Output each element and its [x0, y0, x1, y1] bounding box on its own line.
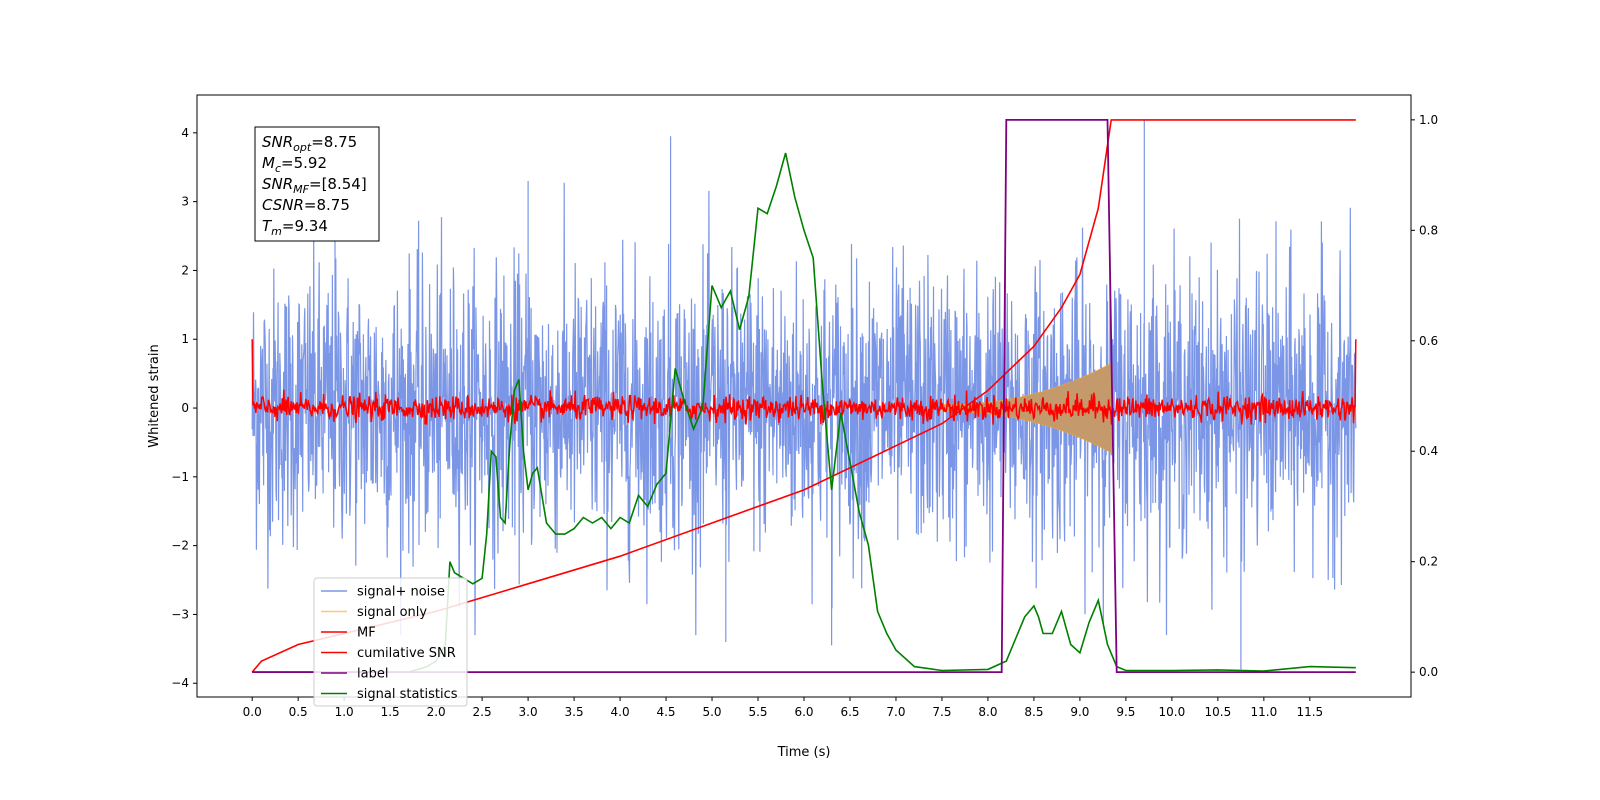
x-tick-label: 5.0: [702, 705, 721, 719]
legend-entry: signal statistics: [357, 687, 458, 702]
y-axis-label: Whitened strain: [147, 344, 162, 447]
x-axis: 0.0 0.5 1.0 1.5 2.0 2.5 3.0 3.5 4.0 4.5 5.0 5.5 6.0 6…: [243, 697, 1323, 719]
x-tick-label: 2.5: [473, 705, 492, 719]
x-axis-label: Time (s): [777, 745, 831, 760]
y2-tick-label: 1.0: [1419, 113, 1438, 127]
x-tick-label: 3.5: [565, 705, 584, 719]
annotation-line: SNRMF=[8.54]: [262, 175, 367, 196]
x-tick-label: 7.0: [886, 705, 905, 719]
x-tick-label: 8.0: [978, 705, 997, 719]
x-tick-label: 3.0: [519, 705, 538, 719]
x-tick-label: 9.5: [1116, 705, 1135, 719]
legend-entry: signal only: [357, 605, 427, 620]
x-tick-label: 4.5: [656, 705, 675, 719]
y-tick-label: 2: [181, 263, 189, 277]
y-axis-right: 1.0 0.8 0.6 0.4 0.2 0.0: [1411, 113, 1438, 679]
x-tick-label: 4.0: [611, 705, 630, 719]
y-tick-label: 3: [181, 195, 189, 209]
annotation-frame: [254, 126, 380, 242]
x-tick-label: 11.5: [1296, 705, 1323, 719]
y-tick-label: 4: [181, 126, 189, 140]
annotation-line: SNRopt=8.75: [262, 133, 357, 154]
annotation-line: Mc=5.92: [262, 154, 327, 175]
annotation-line: Tm=9.34: [262, 217, 328, 238]
x-tick-label: 8.5: [1024, 705, 1043, 719]
y2-tick-label: 0.2: [1419, 555, 1438, 569]
y-tick-label: 0: [181, 401, 189, 415]
x-tick-label: 0.5: [289, 705, 308, 719]
y2-tick-label: 0.0: [1419, 665, 1438, 679]
series-signal-statistics: [252, 152, 1356, 673]
x-tick-label: 1.0: [335, 705, 354, 719]
y-tick-label: −4: [171, 676, 189, 690]
series-mf: [251, 339, 1357, 425]
annotation-line: CSNR=8.75: [262, 196, 350, 214]
y-tick-label: −2: [171, 539, 189, 553]
y2-tick-label: 0.8: [1419, 223, 1438, 237]
x-tick-label: 6.5: [840, 705, 859, 719]
x-tick-label: 10.0: [1159, 705, 1186, 719]
y-tick-label: −3: [171, 607, 189, 621]
x-tick-label: 10.5: [1205, 705, 1232, 719]
x-tick-label: 2.0: [427, 705, 446, 719]
y-axis-left: 4 3 2 1 0 −1 −2 −3 −4: [171, 126, 197, 690]
y2-tick-label: 0.6: [1419, 334, 1438, 348]
x-tick-label: 7.5: [932, 705, 951, 719]
legend-entry: label: [357, 667, 388, 682]
y2-tick-label: 0.4: [1419, 444, 1438, 458]
x-tick-label: 9.0: [1070, 705, 1089, 719]
x-tick-label: 11.0: [1250, 705, 1277, 719]
plot-area: [251, 119, 1357, 673]
y-tick-label: −1: [171, 470, 189, 484]
x-tick-label: 5.5: [748, 705, 767, 719]
legend: signal+ noise signal only MF cumilative SNR…: [313, 577, 468, 707]
series-label: [252, 119, 1356, 673]
x-tick-label: 0.0: [243, 705, 262, 719]
legend-entry: cumilative SNR: [357, 646, 456, 661]
x-tick-label: 6.0: [794, 705, 813, 719]
x-tick-label: 1.5: [381, 705, 400, 719]
y-tick-label: 1: [181, 332, 189, 346]
legend-entry: signal+ noise: [357, 585, 445, 600]
legend-entry: MF: [357, 626, 376, 641]
series-signal-noise: [251, 119, 1357, 670]
legend-frame: [313, 577, 468, 707]
